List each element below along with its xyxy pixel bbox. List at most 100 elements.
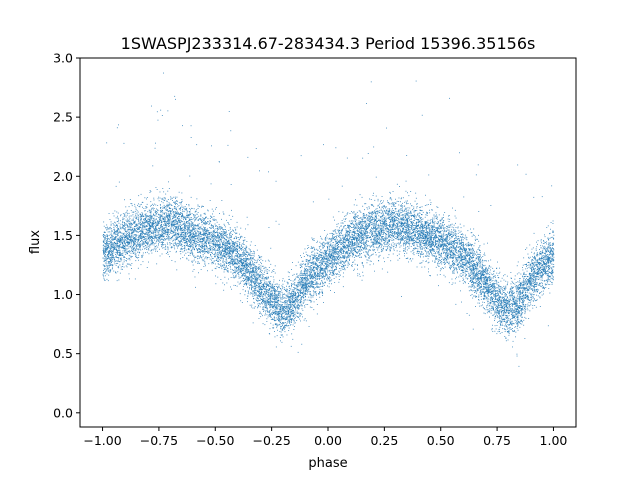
data-point: [110, 257, 111, 259]
data-point: [491, 288, 493, 289]
data-point: [264, 324, 266, 326]
data-point: [393, 203, 395, 205]
data-point: [270, 295, 272, 297]
data-point: [535, 259, 537, 261]
data-point: [176, 243, 178, 245]
data-point: [235, 262, 237, 264]
data-point: [413, 245, 414, 246]
data-point: [269, 310, 271, 312]
data-point: [291, 320, 293, 322]
data-point: [199, 251, 201, 252]
data-point: [346, 252, 347, 254]
data-point: [534, 305, 536, 306]
data-point: [510, 318, 511, 320]
data-point: [117, 217, 119, 219]
data-point: [336, 259, 338, 261]
data-point: [418, 216, 420, 217]
data-point: [469, 274, 470, 276]
data-point: [209, 242, 211, 244]
data-point: [437, 207, 439, 208]
data-point: [318, 253, 320, 255]
data-point: [337, 239, 338, 241]
data-point: [212, 210, 214, 212]
data-point: [498, 297, 500, 298]
data-point: [418, 231, 420, 232]
data-point: [208, 240, 210, 242]
data-point: [277, 303, 279, 305]
data-point: [104, 264, 106, 266]
data-point: [543, 261, 545, 263]
data-point: [206, 222, 208, 224]
data-point: [166, 238, 168, 240]
data-point: [364, 249, 366, 251]
data-point: [169, 222, 171, 224]
data-point: [112, 255, 114, 257]
data-point: [371, 232, 373, 233]
data-point: [528, 289, 529, 291]
data-point: [437, 251, 439, 253]
data-point: [318, 293, 319, 294]
data-point: [148, 219, 150, 221]
data-point: [198, 238, 200, 240]
data-point: [393, 244, 395, 246]
data-point: [342, 286, 344, 288]
data-point: [265, 281, 267, 283]
data-point: [515, 296, 517, 298]
data-point: [151, 204, 152, 206]
data-point: [396, 223, 397, 224]
data-point: [117, 238, 119, 240]
data-point: [417, 230, 419, 231]
data-point: [196, 232, 198, 234]
data-point: [384, 261, 385, 263]
data-point: [534, 282, 535, 283]
data-point: [413, 222, 414, 224]
data-point: [233, 248, 235, 250]
data-point: [410, 258, 411, 259]
data-point: [256, 266, 258, 267]
data-point: [250, 265, 252, 267]
data-point: [169, 215, 171, 217]
data-point: [390, 243, 392, 245]
data-point: [390, 218, 392, 220]
data-point: [333, 248, 335, 250]
data-point: [546, 243, 547, 245]
data-point: [465, 244, 466, 246]
data-point: [453, 253, 455, 254]
data-point: [498, 297, 500, 299]
data-point: [503, 299, 505, 300]
data-point: [368, 212, 369, 214]
data-point: [373, 250, 375, 252]
data-point: [510, 321, 512, 323]
data-point: [353, 261, 355, 263]
data-point: [149, 225, 151, 226]
data-point: [334, 237, 335, 238]
data-point: [417, 236, 419, 237]
data-point: [103, 260, 105, 261]
data-point: [290, 314, 292, 316]
data-point: [338, 249, 340, 250]
data-point: [470, 266, 472, 268]
data-point: [228, 222, 229, 224]
data-point: [390, 260, 392, 262]
data-point: [254, 280, 256, 282]
data-point: [163, 204, 165, 206]
data-point: [282, 317, 284, 319]
data-point: [367, 240, 369, 242]
data-point: [197, 244, 199, 245]
data-point: [464, 268, 466, 270]
data-point: [238, 260, 240, 262]
data-point: [350, 242, 352, 244]
data-point: [395, 198, 396, 200]
data-point: [232, 263, 234, 265]
data-point: [474, 238, 476, 240]
data-point: [145, 238, 147, 240]
data-point: [265, 277, 266, 278]
data-point: [461, 251, 463, 252]
data-point: [227, 270, 229, 271]
data-point: [222, 236, 224, 238]
data-point: [204, 224, 206, 226]
data-point: [469, 259, 470, 261]
data-point: [343, 225, 345, 227]
data-point: [253, 301, 255, 303]
data-point: [111, 251, 113, 253]
